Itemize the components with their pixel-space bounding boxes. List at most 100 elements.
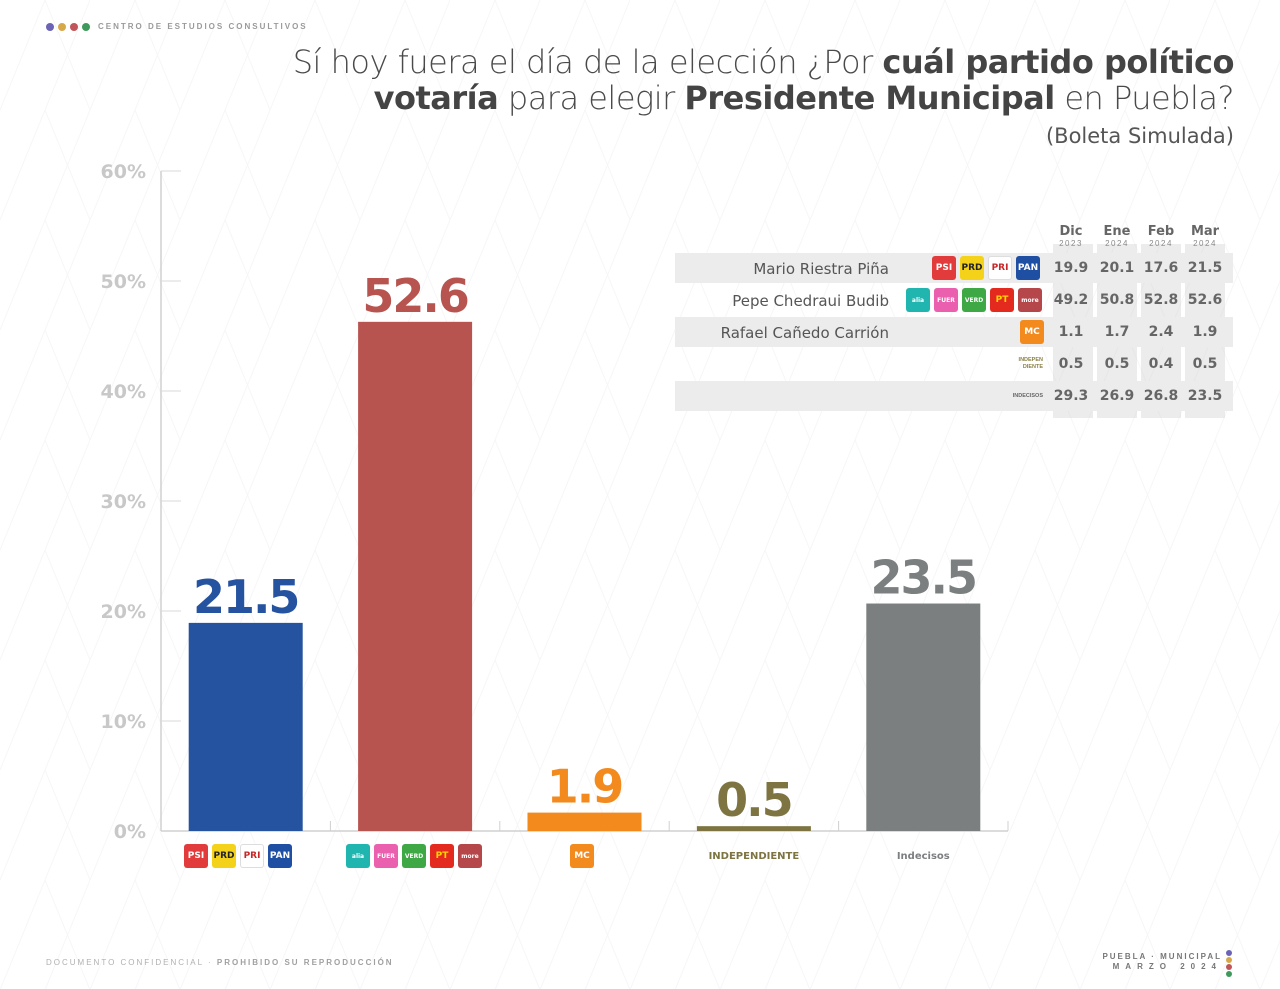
- movimiento-ciudadano-logo-icon: MC: [1020, 320, 1044, 344]
- table-cell: 0.4: [1148, 356, 1174, 372]
- table-row: Pepe Chedraui Budib alia FUER VERD PT more 4…: [675, 285, 1233, 315]
- coalition-a-logos: PSI PRD PRI PAN: [932, 256, 1040, 280]
- movimiento-ciudadano-logo-icon: MC: [570, 844, 594, 868]
- y-tick-label: 30%: [101, 491, 146, 513]
- table-cell: 20.1: [1099, 260, 1135, 276]
- footer-disclaimer: DOCUMENTO CONFIDENCIAL · PROHIBIDO SU RE…: [46, 958, 394, 967]
- independiente-tag: INDEPEN DIENTE: [1018, 357, 1043, 370]
- morena-logo-icon: more: [458, 844, 482, 868]
- prd-logo-icon: PRD: [960, 256, 984, 280]
- brand-dot-icon: [82, 22, 90, 31]
- table-header-month: Dic 2023: [1059, 224, 1083, 249]
- pan-logo-icon: PAN: [268, 844, 292, 868]
- title-segment: en Puebla?: [1054, 79, 1234, 117]
- mc-logos: MC: [1020, 320, 1044, 344]
- table-cell: 1.1: [1058, 324, 1084, 340]
- table-cell: 19.9: [1053, 260, 1089, 276]
- table-cell: 0.5: [1058, 356, 1084, 372]
- table-cell: 17.6: [1143, 260, 1179, 276]
- table-row: Rafael Cañedo Carrión MC 1.1 1.7 2.4 1.9: [675, 317, 1233, 347]
- table-cell: 0.5: [1104, 356, 1130, 372]
- title-segment: cuál partido político: [882, 43, 1234, 81]
- footer-report-label: PUEBLA · MUNICIPAL MARZO 2024: [1102, 952, 1222, 971]
- table-row: Mario Riestra Piña PSI PRD PRI PAN 19.9 20.…: [675, 253, 1233, 283]
- footer-dots: [1226, 950, 1232, 977]
- y-tick-label: 50%: [101, 271, 146, 293]
- table-cell: 49.2: [1053, 292, 1089, 308]
- candidate-name: Pepe Chedraui Budib: [732, 292, 889, 310]
- brand-dot-icon: [46, 22, 54, 31]
- indecisos-tag: INDECISOS: [1012, 393, 1043, 399]
- table-cell: 52.6: [1187, 292, 1223, 308]
- brand-dot-icon: [58, 22, 66, 31]
- bar: [696, 826, 811, 831]
- chart-title: Sí hoy fuera el día de la elección ¿Por …: [292, 43, 1235, 117]
- table-cell: 1.7: [1104, 324, 1130, 340]
- bar: [188, 622, 303, 831]
- y-tick-label: 60%: [101, 161, 146, 183]
- x-category-label: INDEPENDIENTE: [709, 851, 800, 862]
- bar-value-label: 23.5: [871, 551, 977, 605]
- pt-logo-icon: PT: [430, 844, 454, 868]
- table-header-month: Feb 2024: [1147, 224, 1175, 249]
- verde-logo-icon: VERD: [962, 288, 986, 312]
- table-header-month: Mar 2024: [1190, 224, 1220, 249]
- alianza-logo-icon: alia: [906, 288, 930, 312]
- table-cell: 23.5: [1187, 388, 1223, 404]
- coalition-a-logos: PSI PRD PRI PAN: [184, 844, 292, 868]
- bar: [527, 812, 642, 831]
- table-row: INDECISOS 29.3 26.9 26.8 23.5: [675, 381, 1233, 411]
- title-segment: Presidente Municipal: [684, 79, 1055, 117]
- table-cell: 26.9: [1099, 388, 1135, 404]
- psi-logo-icon: PSI: [932, 256, 956, 280]
- fuerza-mexico-logo-icon: FUER: [934, 288, 958, 312]
- brand-dot-icon: [1226, 950, 1232, 956]
- mc-logos: MC: [570, 844, 594, 868]
- morena-logo-icon: more: [1018, 288, 1042, 312]
- alianza-logo-icon: alia: [346, 844, 370, 868]
- y-tick-label: 0%: [114, 821, 146, 843]
- candidate-name: Mario Riestra Piña: [753, 260, 889, 278]
- coalition-b-logos: alia FUER VERD PT more: [906, 288, 1042, 312]
- x-category-label: Indecisos: [897, 851, 950, 862]
- brand-dot-icon: [1226, 957, 1232, 963]
- bar: [358, 321, 473, 831]
- coalition-b-logos: alia FUER VERD PT more: [346, 844, 482, 868]
- brand-dot-icon: [70, 22, 78, 31]
- chart-subtitle: (Boleta Simulada): [1045, 124, 1234, 148]
- y-tick-label: 20%: [101, 601, 146, 623]
- title-segment: Sí hoy fuera el día de la elección ¿Por: [292, 43, 883, 81]
- table-row: INDEPEN DIENTE 0.5 0.5 0.4 0.5: [675, 349, 1233, 379]
- table-cell: 50.8: [1099, 292, 1135, 308]
- brand-name: CENTRO DE ESTUDIOS CONSULTIVOS: [98, 22, 308, 31]
- table-cell: 0.5: [1192, 356, 1218, 372]
- prd-logo-icon: PRD: [212, 844, 236, 868]
- bar: [866, 603, 981, 831]
- title-segment: votaría: [373, 79, 499, 117]
- bar-value-label: 52.6: [362, 269, 468, 323]
- table-cell: 26.8: [1143, 388, 1179, 404]
- pt-logo-icon: PT: [990, 288, 1014, 312]
- y-tick-label: 10%: [101, 711, 146, 733]
- bar-value-label: 1.9: [547, 760, 623, 814]
- bar-value-label: 21.5: [193, 570, 299, 624]
- brand-header: CENTRO DE ESTUDIOS CONSULTIVOS: [46, 22, 308, 31]
- pri-logo-icon: PRI: [988, 256, 1012, 280]
- candidate-name: Rafael Cañedo Carrión: [720, 324, 889, 342]
- bar-value-label: 0.5: [716, 773, 792, 827]
- brand-dot-icon: [1226, 964, 1232, 970]
- title-segment: para elegir: [498, 79, 685, 117]
- verde-logo-icon: VERD: [402, 844, 426, 868]
- y-tick-label: 40%: [101, 381, 146, 403]
- psi-logo-icon: PSI: [184, 844, 208, 868]
- table-cell: 1.9: [1192, 324, 1218, 340]
- table-cell: 52.8: [1143, 292, 1179, 308]
- pan-logo-icon: PAN: [1016, 256, 1040, 280]
- table-cell: 21.5: [1187, 260, 1223, 276]
- fuerza-mexico-logo-icon: FUER: [374, 844, 398, 868]
- table-cell: 29.3: [1053, 388, 1089, 404]
- table-header-month: Ene 2024: [1103, 224, 1131, 249]
- brand-dot-icon: [1226, 971, 1232, 977]
- table-cell: 2.4: [1148, 324, 1174, 340]
